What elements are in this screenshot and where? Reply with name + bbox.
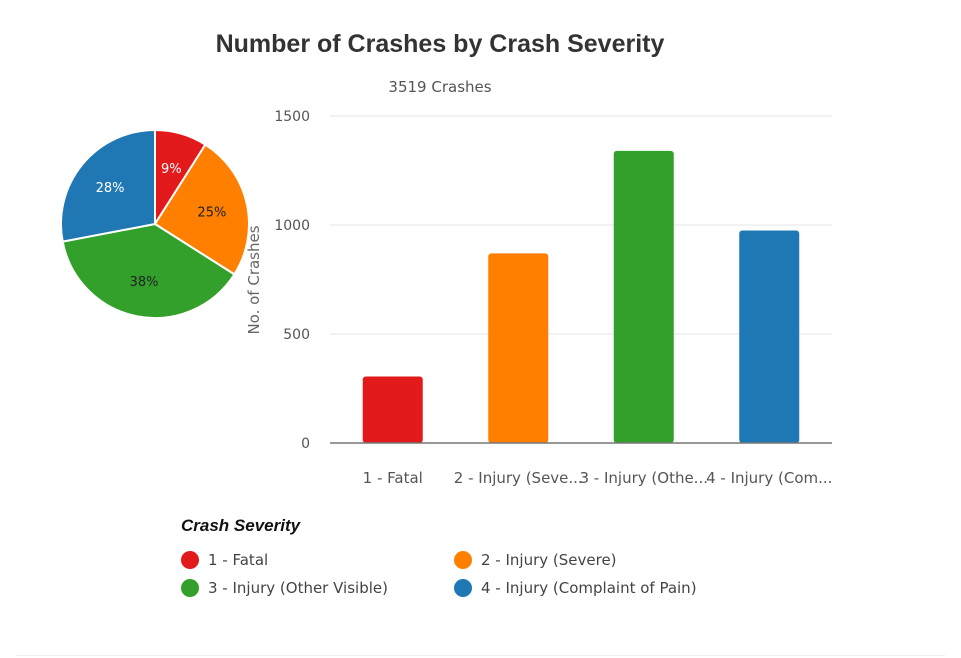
x-tick-label: 2 - Injury (Seve...: [454, 469, 583, 487]
legend-item-severe[interactable]: 2 - Injury (Severe): [454, 551, 617, 569]
y-axis-label: No. of Crashes: [245, 225, 263, 334]
y-tick-label: 1000: [274, 218, 310, 234]
pie-slice-2[interactable]: [153, 143, 250, 276]
legend-title: Crash Severity: [181, 516, 301, 535]
y-tick-label: 0: [301, 436, 310, 452]
legend-label: 2 - Injury (Severe): [481, 551, 617, 569]
chart-title: Number of Crashes by Crash Severity: [215, 30, 665, 58]
bar-4[interactable]: [739, 230, 800, 443]
legend-swatch: [181, 551, 199, 569]
pie-slice-label: 28%: [96, 181, 125, 196]
bar-1[interactable]: [362, 376, 423, 443]
bar-2[interactable]: [488, 253, 549, 443]
legend-item-other-visible[interactable]: 3 - Injury (Other Visible): [181, 579, 388, 597]
pie-slice-label: 25%: [197, 205, 226, 220]
legend-swatch: [454, 551, 472, 569]
pie-slice-label: 9%: [161, 162, 182, 177]
legend-label: 3 - Injury (Other Visible): [208, 579, 388, 597]
pie-slice-3[interactable]: [61, 222, 236, 319]
y-tick-label: 1500: [274, 109, 310, 125]
legend-label: 4 - Injury (Complaint of Pain): [481, 579, 697, 597]
y-tick-label: 500: [283, 327, 310, 343]
legend-item-complaint-of-pain[interactable]: 4 - Injury (Complaint of Pain): [454, 579, 697, 597]
x-tick-label: 1 - Fatal: [363, 469, 423, 487]
bar-layer: 1 - Fatal 2 - Injury (Seve...3 - Injury (…: [362, 150, 832, 487]
bar-3[interactable]: [613, 150, 674, 443]
chart-subtitle: 3519 Crashes: [388, 78, 492, 96]
pie-slice-label: 38%: [130, 275, 159, 290]
x-tick-label: 3 - Injury (Othe...: [580, 469, 709, 487]
bottom-divider: [16, 655, 945, 656]
legend-label: 1 - Fatal: [208, 551, 269, 569]
legend-item-fatal[interactable]: 1 - Fatal: [181, 551, 268, 569]
legend-swatch: [454, 579, 472, 597]
pie-slice-4[interactable]: [60, 128, 156, 243]
legend-swatch: [181, 579, 199, 597]
pie-chart: 9% 25% 38% 28%: [60, 128, 250, 319]
grid-layer: 0 500 1000 1500: [274, 109, 832, 452]
x-tick-label: 4 - Injury (Com...: [706, 469, 832, 487]
